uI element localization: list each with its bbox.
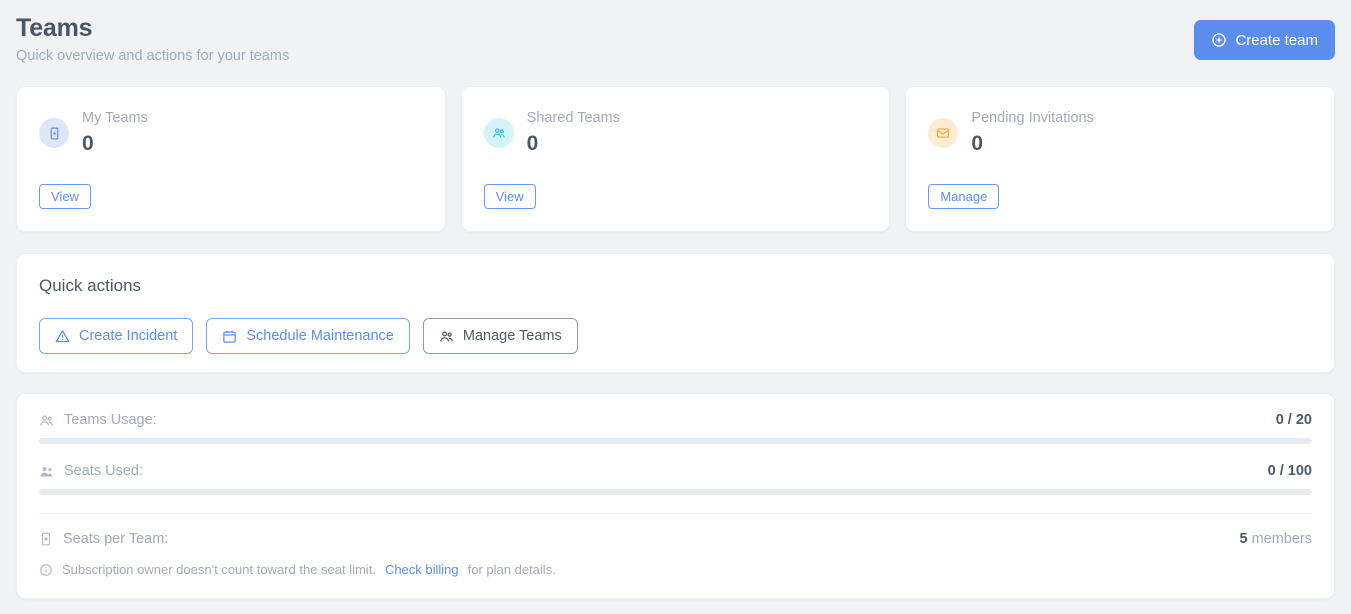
quick-actions-buttons: Create Incident Schedule Maintenance (39, 318, 1312, 354)
manage-invitations-button[interactable]: Manage (928, 184, 1000, 209)
seats-used-value: 0 / 100 (1267, 463, 1312, 479)
stat-label: Shared Teams (526, 110, 620, 126)
stat-card-header: Pending Invitations 0 (928, 109, 1312, 157)
stat-value: 0 (971, 132, 984, 155)
usage-card: Teams Usage: 0 / 20 Seats Used: 0 / 100 (16, 393, 1335, 599)
stat-card-pending-invitations: Pending Invitations 0 Manage (905, 86, 1336, 232)
teams-usage-value: 0 / 20 (1275, 412, 1312, 428)
plus-circle-icon (1211, 32, 1227, 48)
stat-text-group: My Teams 0 (82, 109, 148, 157)
users-group-icon (492, 126, 506, 140)
seats-used-progress (39, 489, 1312, 495)
teams-usage-left: Teams Usage: (39, 412, 157, 428)
stat-card-shared-teams: Shared Teams 0 View (460, 86, 891, 232)
quick-actions-title: Quick actions (39, 276, 142, 295)
info-circle-icon (39, 563, 53, 577)
seats-per-team-left: Seats per Team: (39, 531, 168, 547)
teams-usage-label: Teams Usage: (64, 412, 157, 428)
check-billing-link[interactable]: Check billing (384, 562, 459, 577)
stat-cards-row: My Teams 0 View Shared Teams (16, 86, 1336, 232)
device-team-icon (39, 532, 53, 546)
create-team-button[interactable]: Create team (1194, 20, 1335, 60)
manage-teams-button[interactable]: Manage Teams (422, 318, 578, 354)
users-outline-icon (39, 413, 54, 428)
manage-teams-label: Manage Teams (462, 328, 562, 344)
device-team-icon (48, 127, 61, 140)
stat-card-header: My Teams 0 (39, 109, 423, 157)
quick-actions-card: Quick actions Create Incident Schedul (16, 253, 1335, 373)
page-subtitle: Quick overview and actions for your team… (16, 48, 290, 64)
create-incident-button[interactable]: Create Incident (39, 318, 194, 354)
teams-usage-progress (39, 438, 1312, 444)
calendar-icon (222, 329, 237, 344)
stat-text-group: Shared Teams 0 (527, 109, 620, 157)
view-my-teams-button[interactable]: View (39, 184, 91, 209)
stat-badge (39, 118, 69, 148)
stat-value: 0 (526, 132, 539, 155)
stat-card-header: Shared Teams 0 (483, 109, 868, 157)
envelope-icon (936, 126, 950, 140)
subscription-note-text: Subscription owner doesn't count toward … (62, 562, 376, 577)
stat-value: 0 (82, 132, 94, 155)
stat-label: My Teams (82, 110, 148, 126)
seats-per-team-count: 5 (1239, 531, 1248, 547)
users-solid-icon (39, 464, 54, 479)
seats-per-team-label: Seats per Team: (63, 531, 169, 547)
usage-divider (39, 513, 1312, 514)
stat-badge (928, 118, 959, 148)
teams-usage-row: Teams Usage: 0 / 20 (39, 412, 1312, 428)
create-team-label: Create team (1235, 31, 1318, 49)
view-shared-teams-button[interactable]: View (483, 184, 536, 209)
schedule-maintenance-button[interactable]: Schedule Maintenance (206, 318, 410, 354)
users-group-icon (439, 329, 454, 344)
stat-badge (483, 118, 514, 148)
stat-card-my-teams: My Teams 0 View (16, 86, 446, 232)
seats-used-left: Seats Used: (39, 463, 143, 479)
schedule-maintenance-label: Schedule Maintenance (246, 328, 394, 344)
stat-text-group: Pending Invitations 0 (971, 109, 1094, 157)
stat-label: Pending Invitations (971, 110, 1094, 126)
seats-used-label: Seats Used: (64, 463, 143, 479)
create-incident-label: Create Incident (79, 328, 178, 344)
subscription-note: Subscription owner doesn't count toward … (39, 562, 1312, 577)
warning-triangle-icon (55, 329, 70, 344)
subscription-note-suffix: for plan details. (467, 562, 556, 577)
seats-per-team-row: Seats per Team: 5 members (39, 531, 1312, 547)
seats-per-team-unit: members (1251, 531, 1312, 547)
page-title: Teams (16, 14, 93, 42)
header-text-group: Teams Quick overview and actions for you… (16, 12, 289, 66)
page-header: Teams Quick overview and actions for you… (0, 0, 1351, 76)
seats-used-row: Seats Used: 0 / 100 (39, 463, 1312, 479)
seats-per-team-value: 5 members (1239, 531, 1312, 547)
